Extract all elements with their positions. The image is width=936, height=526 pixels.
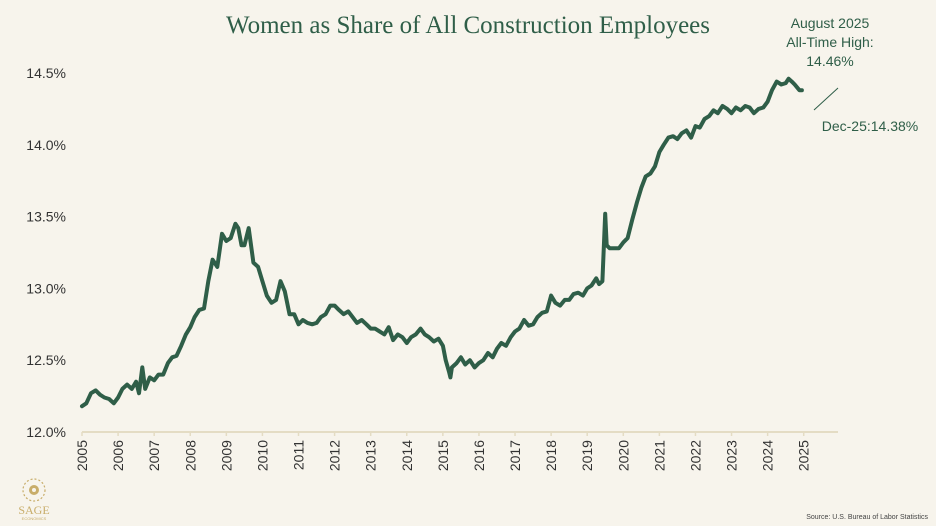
logo-name: SAGE (18, 503, 49, 517)
x-tick-label: 2016 (471, 440, 487, 471)
x-tick-label: 2007 (146, 440, 162, 471)
leaf-icon (22, 478, 46, 502)
x-tick-label: 2005 (74, 440, 90, 471)
y-tick-label: 14.0% (26, 137, 66, 153)
x-axis: 2005 2006 2007 2008 2009 2010 2011 2012 2013 2014… (74, 432, 812, 471)
source-note: Source: U.S. Bureau of Labor Statistics (806, 514, 928, 521)
annotation-high: August 2025 All-Time High: 14.46% (786, 15, 873, 69)
x-tick-label: 2022 (687, 440, 703, 471)
x-tick-label: 2013 (363, 440, 379, 471)
annotation-end-leader (813, 87, 839, 111)
x-tick-label: 2011 (291, 440, 307, 470)
y-tick-label: 13.5% (26, 209, 66, 225)
y-tick-label: 13.0% (26, 280, 66, 296)
x-tick-label: 2012 (327, 440, 343, 471)
chart-title: Women as Share of All Construction Emplo… (226, 12, 710, 39)
annotation-high-line-1: August 2025 (791, 15, 870, 31)
series-line (80, 76, 804, 409)
annotation-high-line-3: 14.46% (806, 53, 853, 69)
x-tick-label: 2023 (724, 440, 740, 471)
x-tick-label: 2024 (760, 440, 776, 471)
x-tick-label: 2021 (651, 440, 667, 471)
annotation-end: Dec-25:14.38% (822, 118, 919, 134)
y-axis: 12.0% 12.5% 13.0% 13.5% 14.0% 14.5% (26, 65, 66, 440)
x-tick-label: 2018 (543, 440, 559, 471)
sage-logo: SAGE ECONOMICS (18, 478, 50, 521)
y-tick-label: 14.5% (26, 65, 66, 81)
x-tick-label: 2010 (254, 440, 270, 471)
y-tick-label: 12.5% (26, 352, 66, 368)
x-tick-label: 2020 (615, 440, 631, 471)
x-tick-label: 2017 (507, 440, 523, 471)
x-tick-label: 2014 (399, 440, 415, 471)
annotation-high-line-2: All-Time High: (786, 34, 873, 50)
x-tick-label: 2015 (435, 440, 451, 471)
x-tick-label: 2006 (110, 440, 126, 471)
x-tick-label: 2008 (182, 440, 198, 471)
x-tick-label: 2009 (218, 440, 234, 471)
logo-sub: ECONOMICS (22, 516, 47, 521)
x-tick-label: 2019 (579, 440, 595, 471)
x-tick-label: 2025 (796, 440, 812, 471)
y-tick-label: 12.0% (26, 424, 66, 440)
